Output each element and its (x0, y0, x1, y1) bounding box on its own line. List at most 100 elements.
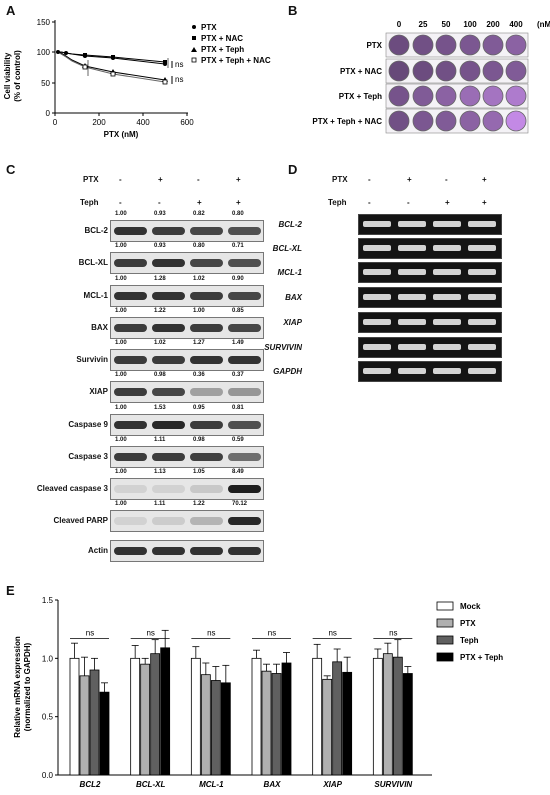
dose-label: 50 (442, 20, 451, 29)
blot-band (114, 547, 147, 555)
quant-value: 70.12 (232, 501, 248, 507)
blot-band (190, 485, 223, 493)
blot-label: Cleaved caspase 3 (36, 484, 108, 493)
quant-value: 1.11 (154, 501, 166, 507)
quant-value: 1.00 (115, 405, 127, 411)
blot-band (114, 421, 147, 429)
panel-a-ns-2: ns (175, 75, 183, 84)
blot-label: Caspase 3 (68, 452, 108, 461)
panel-a-xtick: 0 (53, 118, 58, 127)
quant-value: 0.80 (193, 243, 205, 249)
gel-band (433, 368, 461, 374)
ns-label: ns (146, 629, 154, 638)
quant-value: 1.02 (193, 276, 205, 282)
plate-well (435, 85, 457, 107)
western-blot (110, 220, 264, 242)
ns-label: ns (207, 629, 215, 638)
blot-band (190, 292, 223, 300)
plate-well (412, 110, 434, 132)
plate-well (435, 60, 457, 82)
gel-band (468, 319, 496, 325)
plate-row-label: PTX + NAC (340, 67, 382, 76)
blot-band (152, 227, 185, 235)
bar (89, 669, 100, 776)
dose-unit: (nM) (537, 20, 550, 29)
blot-band (190, 324, 223, 332)
quant-value: 1.49 (232, 340, 244, 346)
blot-band (152, 292, 185, 300)
quant-value: 0.59 (232, 437, 244, 443)
plate-well (459, 34, 481, 56)
panel-e-ytick: 0.0 (42, 771, 54, 780)
gel-band (363, 319, 391, 325)
blot-band (190, 421, 223, 429)
blot-band (114, 356, 147, 364)
ptx-sign: - (445, 175, 448, 184)
plate-well (482, 85, 504, 107)
panel-d-ptx-label: PTX (332, 175, 348, 184)
quant-value: 1.00 (115, 469, 127, 475)
gel-label: XIAP (283, 318, 302, 327)
bar (190, 657, 201, 776)
blot-band (190, 259, 223, 267)
pcr-gel (358, 287, 502, 308)
panel-a-xtick: 400 (136, 118, 150, 127)
western-blot (110, 381, 264, 403)
panel-a-xtick: 600 (180, 118, 194, 127)
quant-value: 0.82 (193, 211, 205, 217)
gel-band (363, 344, 391, 350)
blot-band (228, 259, 261, 267)
panel-a-chart: Cell viability (% of control) 0 50 100 1… (3, 18, 271, 139)
blot-band (190, 517, 223, 525)
gel-band (398, 245, 426, 251)
plate-row-label: PTX (366, 41, 382, 50)
gel-band (468, 344, 496, 350)
plate-well (459, 110, 481, 132)
blot-band (228, 388, 261, 396)
ptx-sign: - (119, 175, 122, 184)
plate-well (435, 110, 457, 132)
quant-value: 0.81 (232, 405, 244, 411)
gel-label: MCL-1 (277, 268, 302, 277)
gel-band (468, 245, 496, 251)
gel-band (398, 221, 426, 227)
gel-label: BCL-XL (272, 244, 302, 253)
quant-value: 1.00 (115, 372, 127, 378)
bar (99, 691, 110, 776)
ptx-sign: + (236, 175, 241, 184)
gel-label: BCL-2 (278, 220, 302, 229)
bar (69, 657, 80, 776)
blot-band (228, 324, 261, 332)
blot-label: Actin (88, 546, 108, 555)
panel-a-ytick: 0 (46, 109, 51, 118)
blot-band (114, 259, 147, 267)
pcr-gel (358, 312, 502, 333)
gel-band (398, 294, 426, 300)
plate-well (412, 85, 434, 107)
panel-a-xtick: 200 (92, 118, 106, 127)
category-label: BAX (264, 780, 282, 789)
blot-band (114, 227, 147, 235)
quant-value: 1.28 (154, 276, 166, 282)
legend-ptx-teph-nac: PTX + Teph + NAC (201, 56, 271, 65)
blot-band (152, 517, 185, 525)
panel-e-chart: Relative mRNA expression (normalized to … (13, 596, 503, 789)
ns-label: ns (86, 629, 94, 638)
plate-well (435, 34, 457, 56)
panel-a-ylabel-2: (% of control) (13, 50, 22, 102)
blot-band (152, 453, 185, 461)
quant-value: 0.71 (232, 243, 244, 249)
bar (150, 653, 161, 776)
teph-sign: - (158, 198, 161, 207)
blot-band (152, 356, 185, 364)
quant-value: 1.02 (154, 340, 166, 346)
ptx-sign: - (197, 175, 200, 184)
legend-label: Teph (460, 636, 479, 645)
quant-value: 0.85 (232, 308, 244, 314)
legend-label: Mock (460, 602, 481, 611)
category-label: BCL-XL (136, 780, 165, 789)
bar (160, 647, 171, 776)
gel-label: SURVIVIN (264, 343, 302, 352)
panel-letter-b: B (288, 3, 298, 18)
bar (200, 674, 211, 776)
